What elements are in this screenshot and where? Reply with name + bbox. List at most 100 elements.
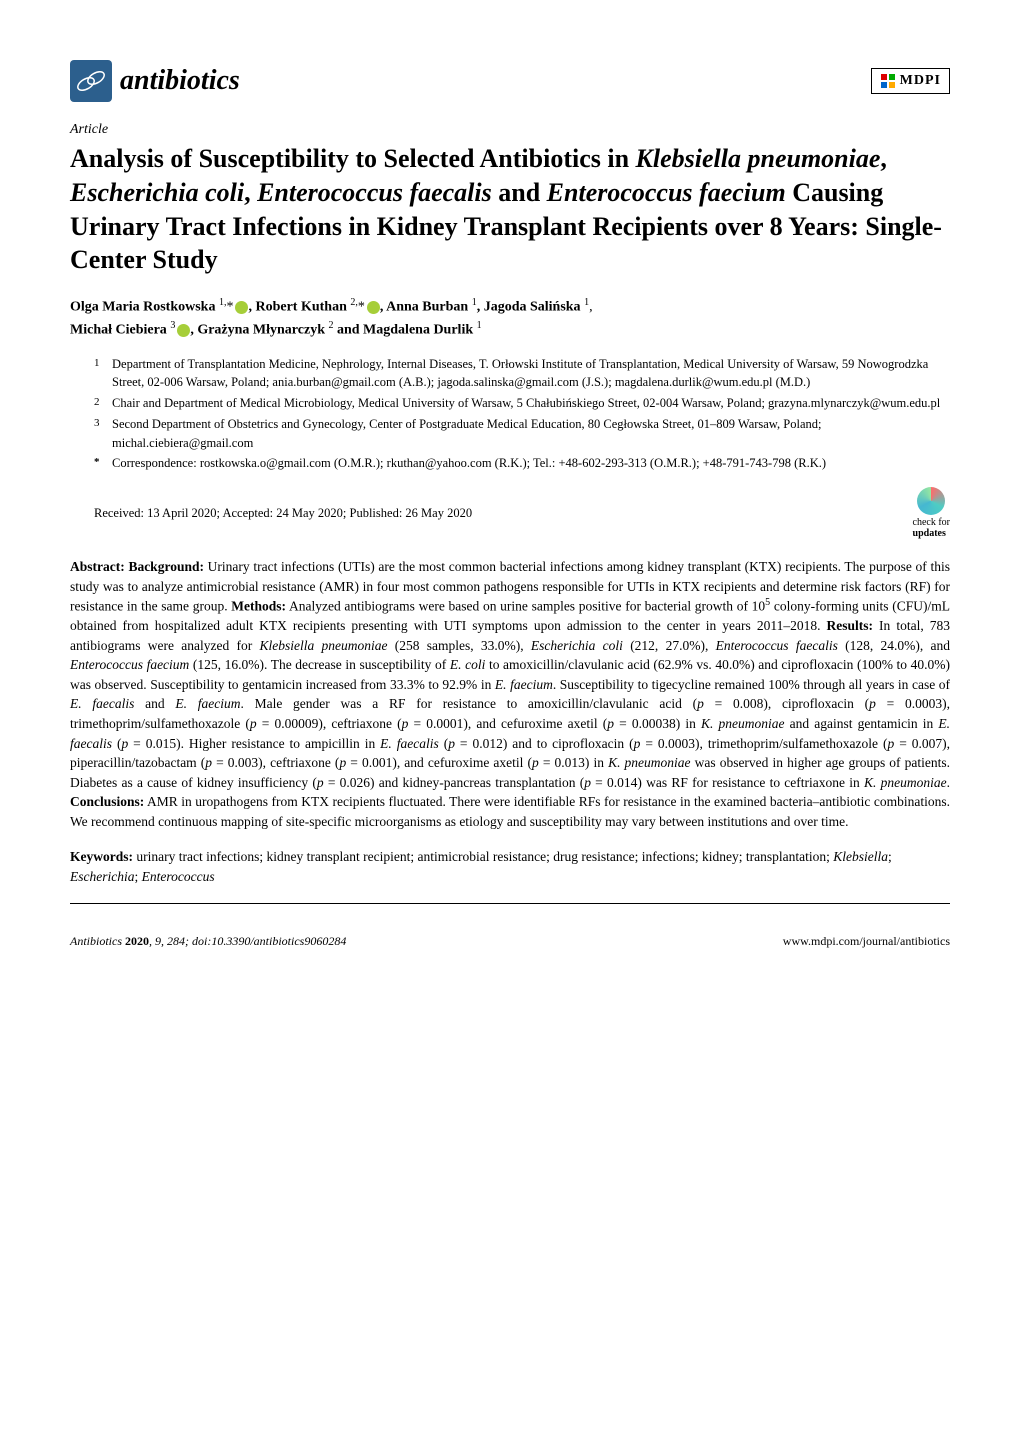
check-updates-text2: updates	[913, 528, 946, 539]
p-value: = 0.0003), trimethoprim/sulfamethoxazole…	[640, 736, 887, 751]
affiliation-text: Department of Transplantation Medicine, …	[112, 355, 950, 393]
affiliation-item: 1 Department of Transplantation Medicine…	[94, 355, 950, 393]
dates-row: Received: 13 April 2020; Accepted: 24 Ma…	[94, 487, 950, 539]
p-value-symbol: p	[250, 716, 257, 731]
abstract-heading: Abstract:	[70, 559, 128, 574]
species-efm: E. faecium	[495, 677, 553, 692]
affil-sup: 1	[477, 320, 482, 331]
check-updates-text1: check for	[913, 517, 950, 528]
p-value: = 0.00009), ceftriaxone (	[257, 716, 402, 731]
species-efm: Enterococcus faecium	[70, 657, 189, 672]
p-value-symbol: p	[584, 775, 591, 790]
title-sep: and	[492, 178, 547, 207]
affiliation-text: Chair and Department of Medical Microbio…	[112, 394, 940, 413]
methods-text: Analyzed antibiograms were based on urin…	[286, 599, 765, 614]
footer-row: Antibiotics 2020, 9, 284; doi:10.3390/an…	[70, 934, 950, 949]
p-value: = 0.015). Higher resistance to ampicilli…	[128, 736, 380, 751]
author-sep: ,	[589, 300, 593, 315]
p-value-symbol: p	[448, 736, 455, 751]
p-value: = 0.012) and to ciprofloxacin (	[455, 736, 634, 751]
species-kp: Klebsiella pneumoniae	[260, 638, 388, 653]
author-name: , Jagoda Salińska	[477, 300, 584, 315]
affil-sup: 2,	[350, 297, 358, 308]
results-label: Results:	[827, 618, 874, 633]
background-label: Background:	[128, 559, 204, 574]
p-value-symbol: p	[532, 755, 539, 770]
author-name: , Robert Kuthan	[248, 300, 350, 315]
p-value: = 0.014) was RF for resistance to ceftri…	[591, 775, 864, 790]
correspondence-text: Correspondence: rostkowska.o@gmail.com (…	[112, 454, 826, 473]
author-name: Michał Ciebiera	[70, 323, 170, 338]
orcid-icon	[235, 301, 248, 314]
p-value-symbol: p	[869, 696, 876, 711]
results-text: (	[439, 736, 448, 751]
species-efa: E. faecalis	[70, 696, 134, 711]
keyword-species: Klebsiella	[833, 849, 888, 864]
results-text: . Susceptibility to tigecycline remained…	[553, 677, 950, 692]
author-name: Olga Maria Rostkowska	[70, 300, 219, 315]
species-kp: K. pneumoniae	[864, 775, 947, 790]
correspondence-star: *	[94, 454, 112, 473]
journal-logo: antibiotics	[70, 60, 240, 102]
p-value-symbol: p	[697, 696, 704, 711]
results-text: (125, 16.0%). The decrease in susceptibi…	[189, 657, 450, 672]
affil-sup: 3	[170, 320, 175, 331]
p-value: = 0.0001), and cefuroxime axetil (	[408, 716, 607, 731]
author-name: , Grażyna Młynarczyk	[190, 323, 328, 338]
p-value: = 0.003), ceftriaxone (	[212, 755, 339, 770]
antibiotics-logo-icon	[70, 60, 112, 102]
footer-url: www.mdpi.com/journal/antibiotics	[783, 934, 950, 949]
p-value: = 0.001), and cefuroxime axetil (	[346, 755, 532, 770]
species-efa: Enterococcus faecalis	[716, 638, 838, 653]
p-value: = 0.026) and kidney-pancreas transplanta…	[324, 775, 585, 790]
keywords-text: urinary tract infections; kidney transpl…	[133, 849, 833, 864]
keywords-block: Keywords: urinary tract infections; kidn…	[70, 847, 950, 886]
author-name: , Anna Burban	[380, 300, 472, 315]
species-efm: E. faecium	[175, 696, 240, 711]
affiliation-item: 2 Chair and Department of Medical Microb…	[94, 394, 950, 413]
affiliation-number: 2	[94, 394, 112, 413]
title-prefix: Analysis of Susceptibility to Selected A…	[70, 144, 636, 173]
footer-citation: Antibiotics 2020, 9, 284; doi:10.3390/an…	[70, 934, 346, 949]
results-text: and against gentamicin in	[784, 716, 938, 731]
publisher-name: MDPI	[900, 73, 941, 89]
species-efa: E. faecalis	[380, 736, 439, 751]
orcid-icon	[367, 301, 380, 314]
keywords-label: Keywords:	[70, 849, 133, 864]
footer-doi: , 9, 284; doi:10.3390/antibiotics9060284	[149, 934, 346, 948]
affiliation-number: 3	[94, 415, 112, 453]
authors-block: Olga Maria Rostkowska 1, * , Robert Kuthan…	[70, 295, 950, 340]
title-sep: ,	[244, 178, 257, 207]
affiliation-number: 1	[94, 355, 112, 393]
keyword-sep: ;	[888, 849, 892, 864]
mdpi-icon	[880, 73, 896, 89]
title-species-efm: Enterococcus faecium	[547, 178, 786, 207]
keyword-species: Enterococcus	[142, 869, 215, 884]
p-value: = 0.008), ciprofloxacin (	[704, 696, 869, 711]
check-updates-icon	[917, 487, 945, 515]
title-species-efa: Enterococcus faecalis	[257, 178, 492, 207]
species-kp: K. pneumoniae	[701, 716, 785, 731]
affiliation-item: 3 Second Department of Obstetrics and Gy…	[94, 415, 950, 453]
methods-label: Methods:	[231, 599, 286, 614]
corresp-star: *	[358, 300, 365, 315]
correspondence-item: * Correspondence: rostkowska.o@gmail.com…	[94, 454, 950, 473]
affiliations-block: 1 Department of Transplantation Medicine…	[94, 355, 950, 474]
results-text: (128, 24.0%), and	[838, 638, 950, 653]
keyword-sep: ;	[134, 869, 141, 884]
p-value-symbol: p	[607, 716, 614, 731]
keyword-species: Escherichia	[70, 869, 134, 884]
abstract-block: Abstract: Background: Urinary tract infe…	[70, 557, 950, 831]
conclusions-label: Conclusions:	[70, 794, 144, 809]
divider	[70, 903, 950, 904]
author-name: and Magdalena Durlik	[333, 323, 476, 338]
results-text: and	[134, 696, 175, 711]
p-value: = 0.00038) in	[614, 716, 701, 731]
check-updates-badge[interactable]: check forupdates	[913, 487, 950, 539]
corresp-star: *	[226, 300, 233, 315]
conclusions-text: AMR in uropathogens from KTX recipients …	[70, 794, 950, 829]
results-text: . Male gender was a RF for resistance to…	[240, 696, 697, 711]
check-updates-label: check forupdates	[913, 517, 950, 539]
affiliation-text: Second Department of Obstetrics and Gyne…	[112, 415, 950, 453]
title-species-kp: Klebsiella pneumoniae	[636, 144, 881, 173]
